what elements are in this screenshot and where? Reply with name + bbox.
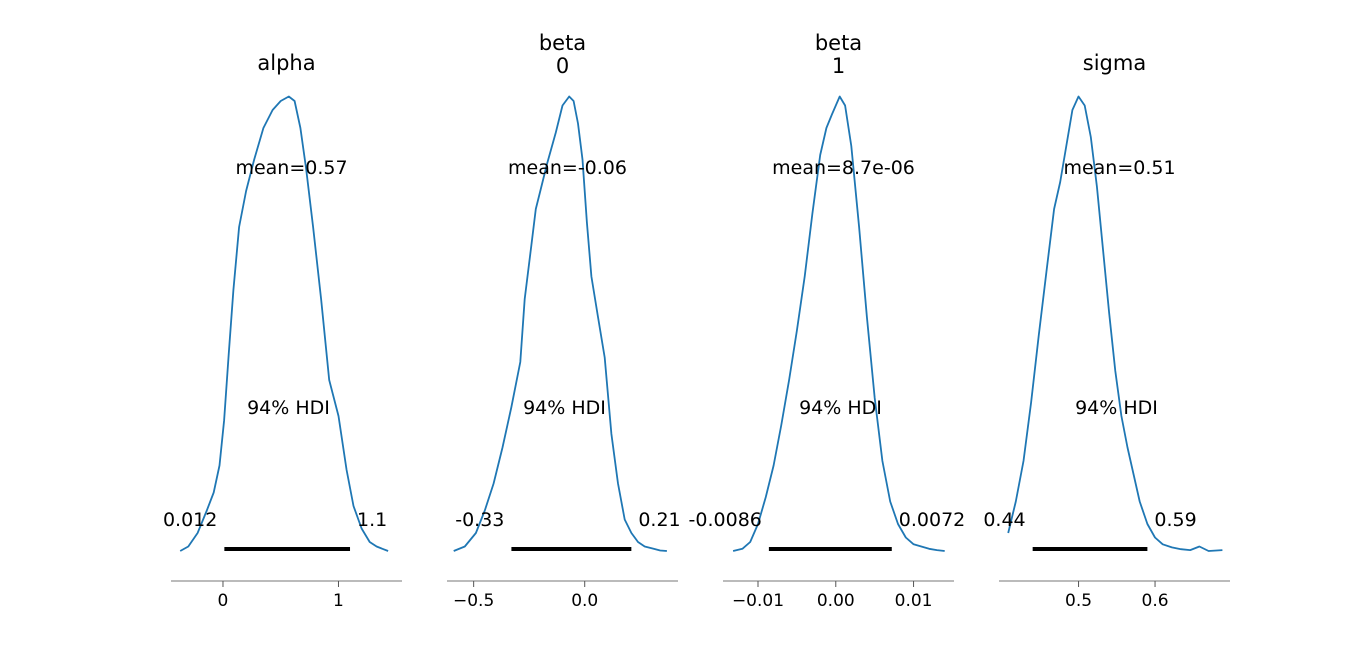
panel-2-xtick-label-2: 0.01: [895, 591, 933, 611]
panel-2-xtick-label-1: 0.00: [817, 591, 855, 611]
panel-1-mean-label: mean=-0.06: [508, 157, 627, 179]
panel-3-xtick-label-1: 0.6: [1142, 591, 1169, 611]
panel-3-title-line-0: sigma: [1083, 51, 1146, 75]
panel-2-hdi-low-label: -0.0086: [689, 509, 762, 531]
panel-2-title-line-1: 1: [832, 54, 845, 78]
panel-0-xtick-label-1: 1: [333, 591, 344, 611]
panel-0-density-curve: [179, 95, 389, 552]
panel-3-hdi-label: 94% HDI: [1075, 397, 1158, 419]
panel-3-xtick-label-0: 0.5: [1065, 591, 1092, 611]
panel-3-mean-label: mean=0.51: [1063, 157, 1175, 179]
panel-0-mean-label: mean=0.57: [235, 157, 347, 179]
panel-2-xtick-label-0: −0.01: [732, 591, 784, 611]
panel-1-density-curve: [453, 95, 667, 552]
panel-1-title-line-1: 0: [556, 54, 569, 78]
panel-0-title-line-0: alpha: [257, 51, 315, 75]
panel-2-mean-label: mean=8.7e-06: [772, 157, 915, 179]
panel-2-density-curve: [732, 95, 945, 552]
panel-0-hdi-low-label: 0.012: [163, 509, 217, 531]
panel-2-hdi-high-label: 0.0072: [899, 509, 965, 531]
panel-3: sigma mean=0.51 94% HDI 0.44 0.59 0.5 0.6: [983, 51, 1230, 611]
panel-0-hdi-label: 94% HDI: [247, 397, 330, 419]
panel-1-hdi-low-label: -0.33: [455, 509, 504, 531]
panel-0-xtick-label-0: 0: [218, 591, 229, 611]
panel-1-xtick-label-1: 0.0: [571, 591, 598, 611]
panel-3-hdi-high-label: 0.59: [1154, 509, 1196, 531]
panel-3-density-curve: [1007, 95, 1223, 552]
panel-1-title-line-0: beta: [539, 31, 586, 55]
panel-0: alpha mean=0.57 94% HDI 0.012 1.1 0 1: [163, 51, 402, 611]
panel-2-hdi-label: 94% HDI: [799, 397, 882, 419]
panel-1-hdi-label: 94% HDI: [523, 397, 606, 419]
panel-0-hdi-high-label: 1.1: [357, 509, 387, 531]
panel-2-title-line-0: beta: [815, 31, 862, 55]
panel-1-xtick-label-0: −0.5: [453, 591, 494, 611]
panel-3-hdi-low-label: 0.44: [983, 509, 1025, 531]
panel-1-hdi-high-label: 0.21: [638, 509, 680, 531]
